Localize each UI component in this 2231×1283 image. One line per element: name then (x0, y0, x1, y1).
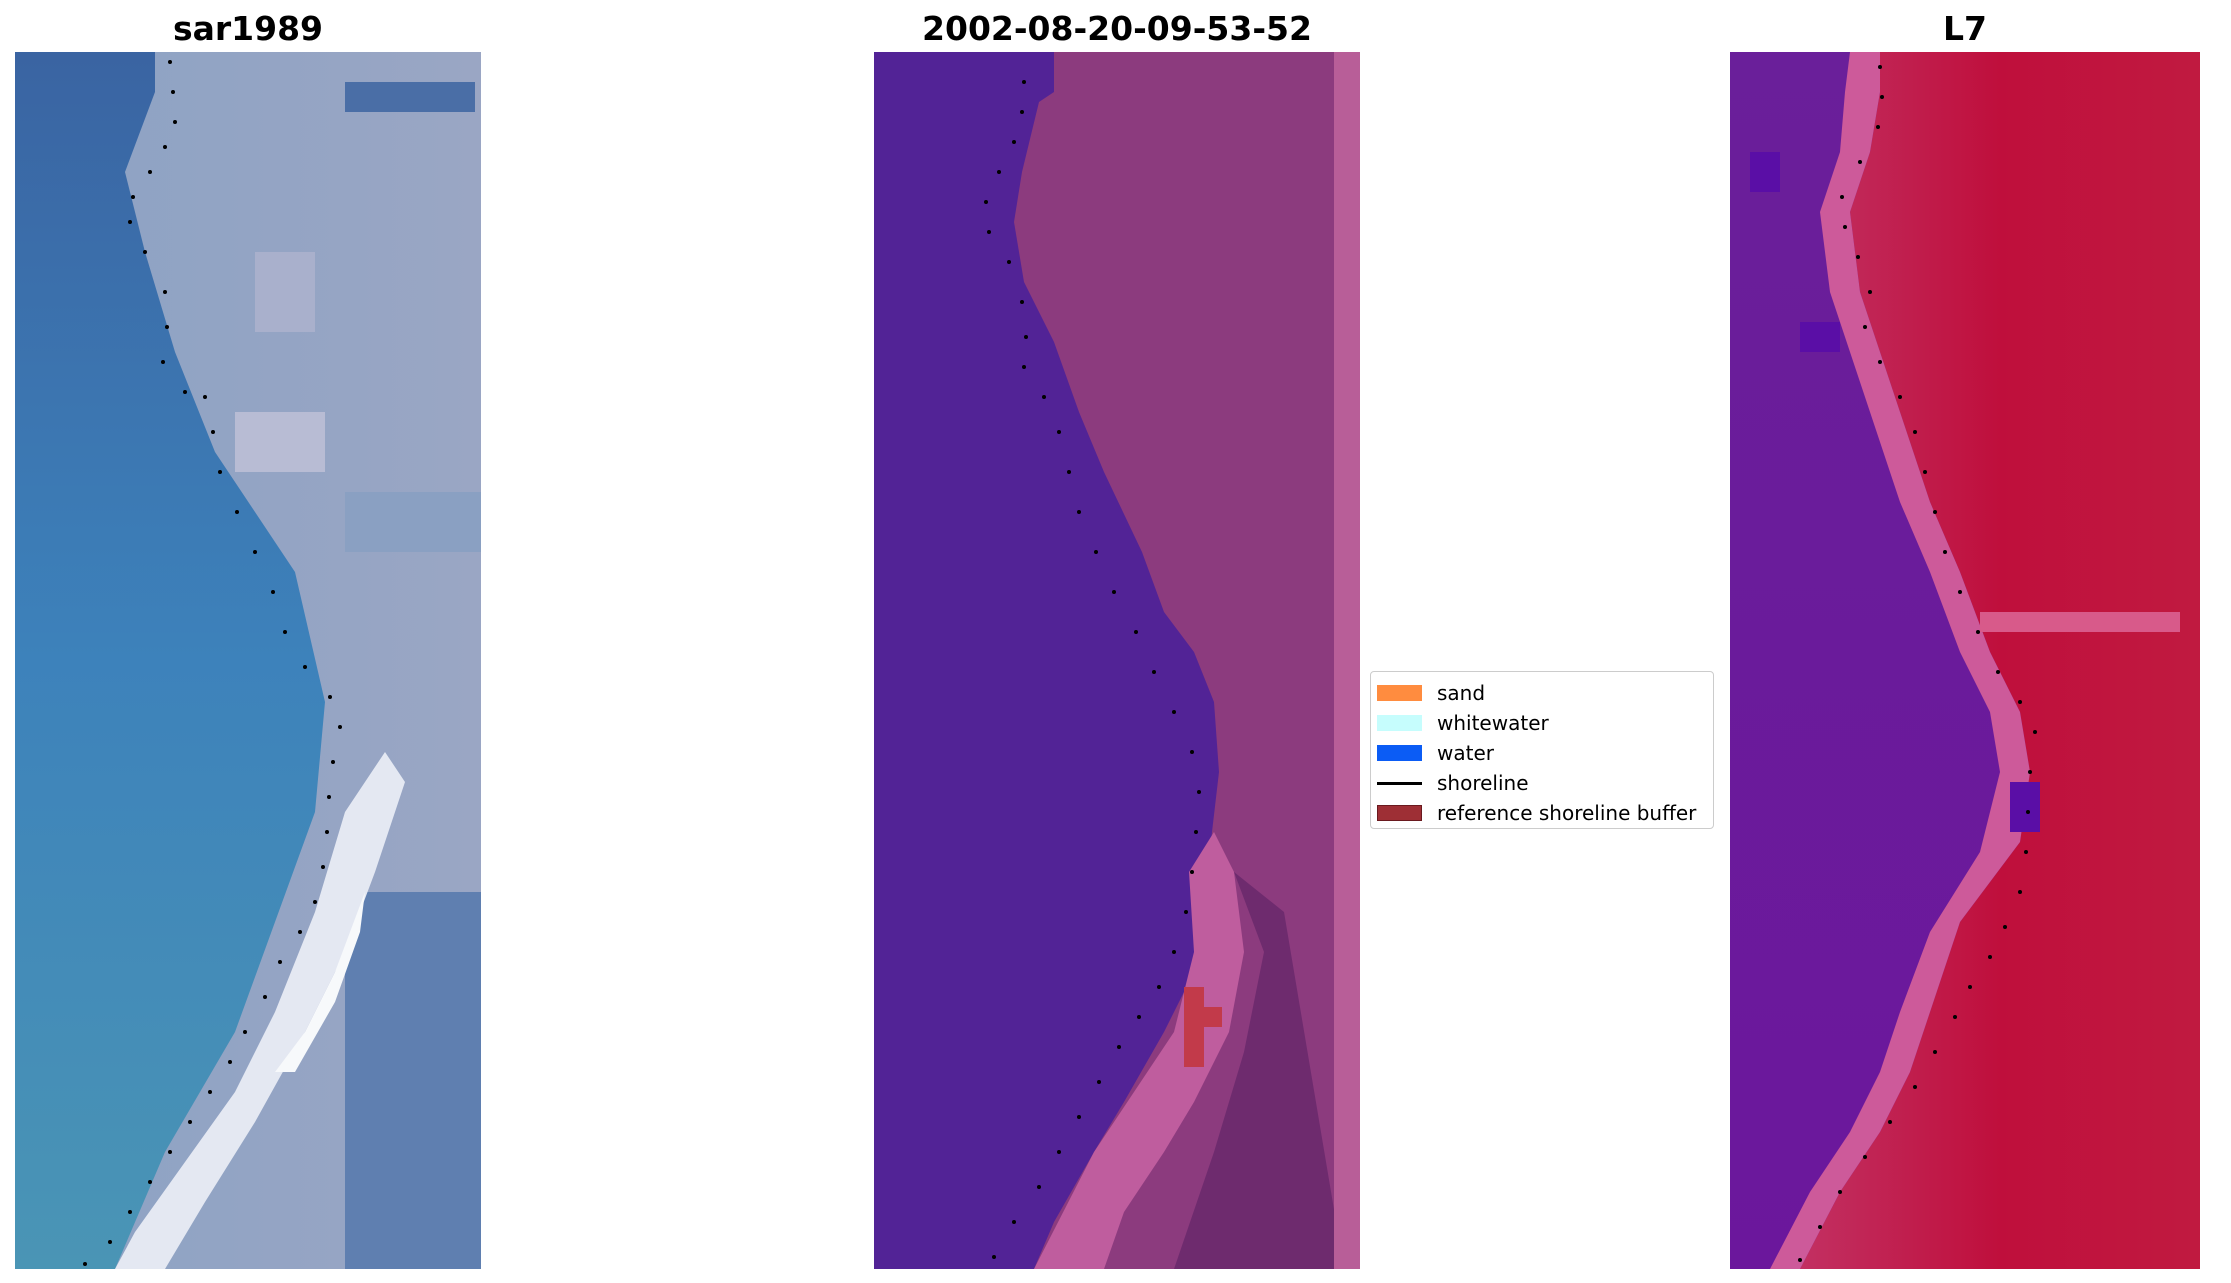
index-image (1730, 52, 2200, 1269)
legend-label-shoreline: shoreline (1437, 771, 1529, 795)
legend-label-reference-buffer: reference shoreline buffer (1437, 801, 1697, 825)
legend-item-reference-buffer: reference shoreline buffer (1371, 798, 1713, 828)
legend-label-sand: sand (1437, 681, 1486, 705)
legend-swatch-sand (1377, 685, 1422, 701)
legend-item-water: water (1371, 738, 1713, 768)
legend: sand whitewater water shoreline referenc… (1370, 671, 1714, 829)
legend-label-whitewater: whitewater (1437, 711, 1549, 735)
legend-item-shoreline: shoreline (1371, 768, 1713, 798)
legend-swatch-reference-buffer (1377, 805, 1422, 821)
rgb-satellite-image (15, 52, 481, 1269)
panel-title-index: L7 (1943, 9, 1987, 48)
legend-swatch-water (1377, 745, 1422, 761)
panel-title-classified: 2002-08-20-09-53-52 (922, 9, 1312, 48)
legend-item-whitewater: whitewater (1371, 708, 1713, 738)
classified-image (874, 52, 1360, 1269)
legend-line-shoreline (1377, 781, 1422, 785)
legend-item-sand: sand (1371, 678, 1713, 708)
legend-label-water: water (1437, 741, 1494, 765)
legend-swatch-whitewater (1377, 715, 1422, 731)
panel-title-rgb: sar1989 (172, 9, 324, 48)
